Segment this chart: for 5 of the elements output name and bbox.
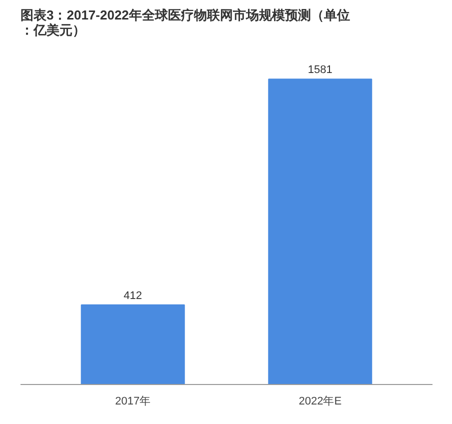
- x-tick-label: 2017年: [115, 396, 151, 408]
- x-tick-label: 2022年E: [298, 396, 342, 408]
- chart-title: 图表3：2017-2022年全球医疗物联网市场规模预测（单位：亿美元）: [20, 8, 350, 38]
- data-label: 412: [124, 290, 142, 302]
- data-label: 1581: [308, 64, 332, 76]
